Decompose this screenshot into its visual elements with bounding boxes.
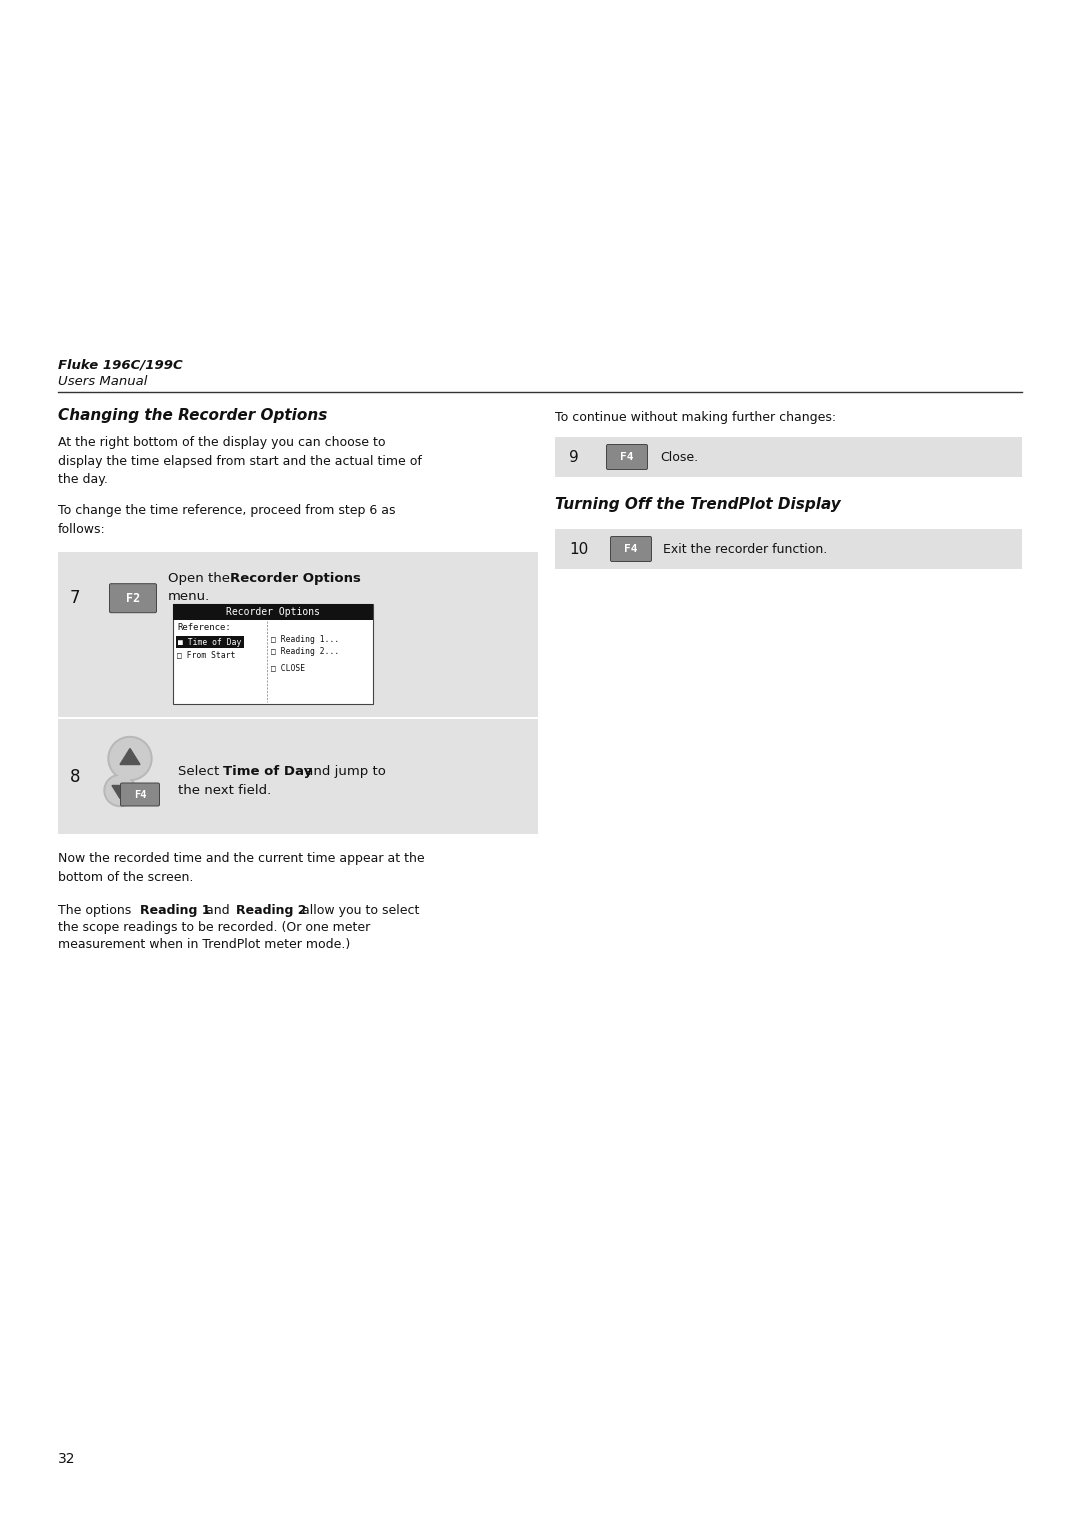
FancyBboxPatch shape bbox=[607, 445, 648, 469]
Text: Time of Day: Time of Day bbox=[222, 764, 312, 778]
Text: Changing the Recorder Options: Changing the Recorder Options bbox=[58, 408, 327, 423]
Text: Reading 2: Reading 2 bbox=[237, 905, 307, 917]
Text: Open the: Open the bbox=[168, 571, 234, 585]
Text: F4: F4 bbox=[620, 452, 634, 461]
Text: Users Manual: Users Manual bbox=[58, 374, 147, 388]
Text: Exit the recorder function.: Exit the recorder function. bbox=[663, 542, 827, 556]
FancyBboxPatch shape bbox=[58, 552, 538, 717]
Text: Reading 1: Reading 1 bbox=[140, 905, 211, 917]
Text: To change the time reference, proceed from step 6 as
follows:: To change the time reference, proceed fr… bbox=[58, 504, 395, 535]
Text: menu.: menu. bbox=[168, 590, 211, 604]
Circle shape bbox=[108, 736, 152, 781]
FancyBboxPatch shape bbox=[610, 536, 651, 561]
Text: the scope readings to be recorded. (Or one meter: the scope readings to be recorded. (Or o… bbox=[58, 921, 370, 934]
Text: the next field.: the next field. bbox=[178, 784, 271, 796]
Circle shape bbox=[106, 776, 134, 805]
Circle shape bbox=[110, 738, 150, 778]
Text: At the right bottom of the display you can choose to
display the time elapsed fr: At the right bottom of the display you c… bbox=[58, 435, 422, 486]
FancyBboxPatch shape bbox=[173, 604, 373, 704]
Text: 7: 7 bbox=[70, 590, 81, 607]
FancyBboxPatch shape bbox=[58, 720, 538, 834]
Text: Reference:: Reference: bbox=[177, 623, 231, 633]
Text: F4: F4 bbox=[134, 790, 146, 799]
Circle shape bbox=[104, 775, 136, 807]
Text: F4: F4 bbox=[624, 544, 638, 555]
Text: Select: Select bbox=[178, 764, 224, 778]
Text: 10: 10 bbox=[569, 541, 589, 556]
FancyBboxPatch shape bbox=[555, 437, 1022, 477]
Text: The options: The options bbox=[58, 905, 135, 917]
FancyBboxPatch shape bbox=[109, 584, 157, 613]
Text: Turning Off the TrendPlot Display: Turning Off the TrendPlot Display bbox=[555, 497, 840, 512]
FancyBboxPatch shape bbox=[121, 782, 160, 805]
Text: □ Reading 1...: □ Reading 1... bbox=[271, 636, 339, 643]
Text: and jump to: and jump to bbox=[301, 764, 386, 778]
Text: □ From Start: □ From Start bbox=[177, 649, 235, 659]
Text: 9: 9 bbox=[569, 449, 579, 465]
Text: Fluke 196C/199C: Fluke 196C/199C bbox=[58, 358, 183, 371]
Text: Recorder Options: Recorder Options bbox=[226, 607, 320, 617]
Text: 32: 32 bbox=[58, 1452, 76, 1465]
Text: ■ Time of Day: ■ Time of Day bbox=[178, 637, 241, 646]
Text: □ CLOSE: □ CLOSE bbox=[271, 663, 306, 672]
Text: □ Reading 2...: □ Reading 2... bbox=[271, 646, 339, 656]
FancyBboxPatch shape bbox=[176, 636, 244, 648]
Text: and: and bbox=[202, 905, 233, 917]
Polygon shape bbox=[112, 785, 129, 799]
Text: Recorder Options: Recorder Options bbox=[230, 571, 361, 585]
FancyBboxPatch shape bbox=[555, 529, 1022, 568]
FancyBboxPatch shape bbox=[58, 717, 538, 720]
Polygon shape bbox=[120, 749, 140, 764]
Text: Now the recorded time and the current time appear at the
bottom of the screen.: Now the recorded time and the current ti… bbox=[58, 853, 424, 883]
Text: allow you to select: allow you to select bbox=[298, 905, 419, 917]
Text: To continue without making further changes:: To continue without making further chang… bbox=[555, 411, 836, 423]
FancyBboxPatch shape bbox=[173, 604, 373, 620]
Text: measurement when in TrendPlot meter mode.): measurement when in TrendPlot meter mode… bbox=[58, 938, 350, 950]
Text: 8: 8 bbox=[70, 767, 81, 785]
Text: Close.: Close. bbox=[660, 451, 698, 463]
Text: F2: F2 bbox=[126, 591, 140, 605]
